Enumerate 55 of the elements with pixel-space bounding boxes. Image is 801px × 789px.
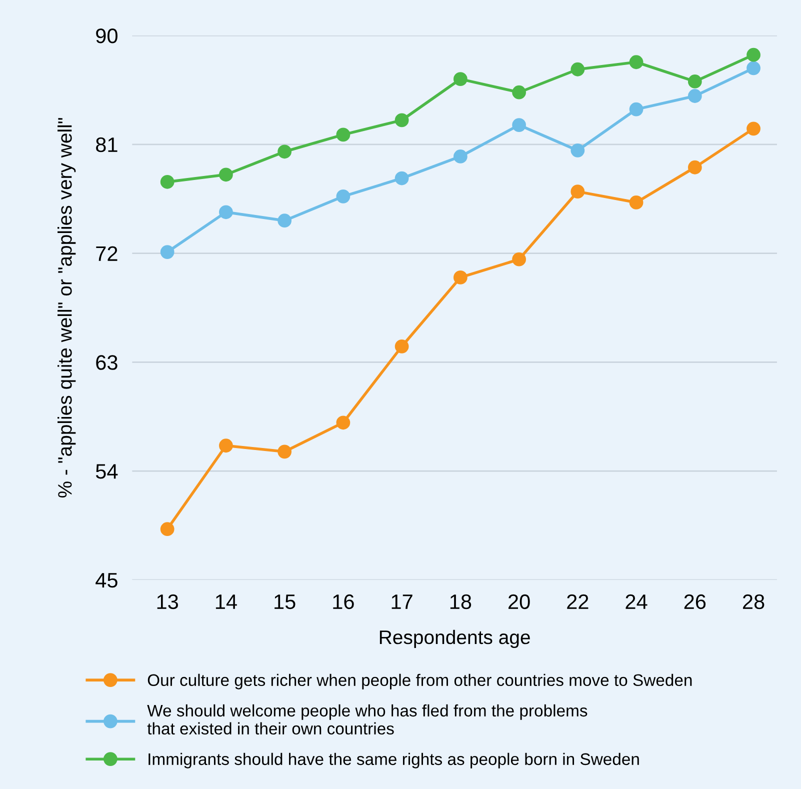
x-tick-label: 24 (626, 594, 648, 609)
point (746, 48, 760, 62)
x-tick-label: 28 (742, 594, 764, 610)
point (278, 144, 292, 159)
point (394, 171, 409, 186)
x-tick-label: 13 (157, 594, 178, 610)
point (219, 438, 233, 453)
x-tick-label: 14 (216, 594, 237, 609)
point (336, 128, 350, 142)
point (688, 160, 702, 174)
point (453, 270, 468, 284)
point (570, 143, 585, 158)
point (746, 61, 760, 76)
legend-label: Immigrants should have the same rights as people born in Sweden (148, 752, 639, 768)
point (219, 168, 233, 182)
point (453, 72, 468, 86)
point (629, 196, 644, 210)
point (570, 184, 585, 199)
y-tick-label: 63 (96, 355, 118, 370)
point (278, 214, 292, 228)
point (394, 339, 409, 354)
x-tick-label: 17 (392, 594, 412, 609)
point (629, 55, 644, 70)
x-tick-label: 15 (274, 594, 296, 610)
x-axis-title: Respondents age (380, 630, 530, 648)
y-axis-title: % - "applies quite well" or "applies very well" (58, 118, 76, 498)
point (688, 74, 702, 88)
point (160, 174, 174, 189)
point (394, 113, 409, 128)
x-tick-label: 20 (508, 594, 530, 610)
x-tick-label: 22 (567, 594, 588, 609)
point (219, 205, 233, 220)
point (512, 85, 526, 100)
point (746, 122, 760, 136)
point (160, 245, 174, 260)
y-tick-label: 72 (96, 246, 118, 261)
x-tick-label: 16 (333, 594, 354, 610)
x-tick-label: 18 (450, 594, 472, 610)
point (278, 444, 292, 459)
y-tick-label: 54 (96, 464, 118, 479)
point (629, 102, 644, 116)
point (512, 118, 526, 132)
y-tick-label: 81 (96, 137, 118, 152)
point (160, 522, 174, 536)
point (336, 416, 350, 430)
point (688, 89, 702, 103)
point (570, 62, 585, 76)
x-tick-label: 26 (684, 594, 706, 610)
y-tick-label: 90 (96, 28, 118, 44)
legend-label: Our culture gets richer when people from other countries move to Sweden (148, 674, 692, 690)
point (336, 189, 350, 204)
point (512, 252, 526, 266)
legend-label: We should welcome people who has fled from the problems that existed in their own countries (147, 704, 588, 735)
y-tick-label: 45 (96, 573, 118, 588)
point (453, 150, 468, 164)
